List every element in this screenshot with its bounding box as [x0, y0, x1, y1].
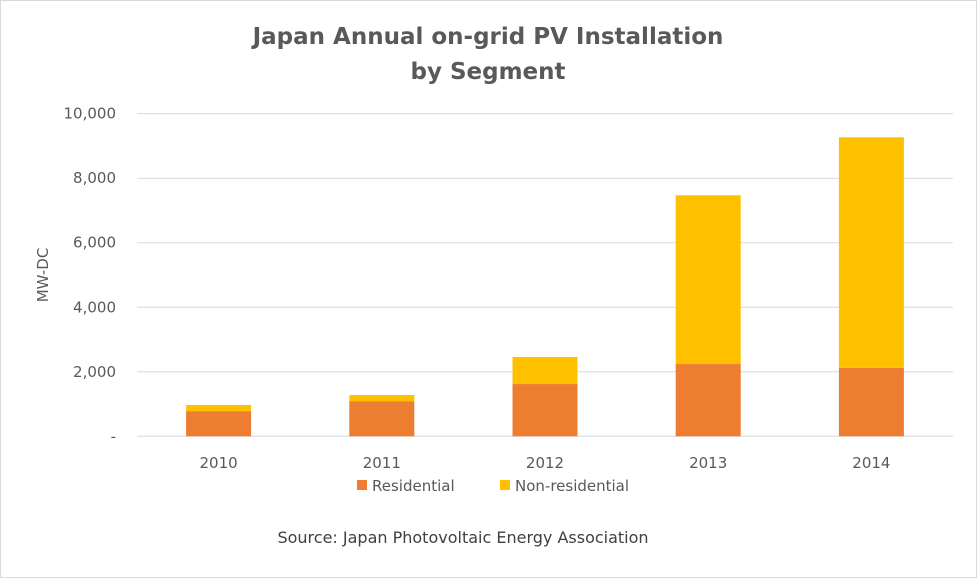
y-tick-label: 10,000 [64, 105, 117, 123]
legend-label: Non-residential [515, 477, 629, 495]
y-tick-label: 4,000 [73, 298, 116, 316]
bar-residential-2011 [349, 401, 415, 437]
y-tick-label: - [111, 427, 116, 445]
y-tick-label: 2,000 [73, 363, 116, 381]
x-tick-label: 2013 [689, 454, 727, 472]
y-tick-label: 8,000 [73, 169, 116, 187]
bar-non-residential-2010 [186, 405, 252, 412]
bar-residential-2014 [838, 367, 904, 437]
legend-swatch-non-residential [500, 480, 510, 490]
x-tick-label: 2014 [852, 454, 890, 472]
source-annotation: Source: Japan Photovoltaic Energy Associ… [277, 528, 648, 547]
bar-non-residential-2014 [838, 137, 904, 368]
legend-swatch-residential [357, 480, 367, 490]
y-axis-label: MW-DC [34, 248, 52, 303]
bar-non-residential-2013 [675, 195, 741, 365]
bar-non-residential-2012 [512, 356, 578, 385]
x-tick-label: 2010 [200, 454, 238, 472]
x-tick-label: 2012 [526, 454, 564, 472]
y-tick-label: 6,000 [73, 234, 116, 252]
bar-non-residential-2011 [349, 395, 415, 402]
bar-residential-2013 [675, 364, 741, 437]
chart-title-line-2: by Segment [410, 59, 565, 85]
legend-label: Residential [372, 477, 455, 495]
bar-residential-2012 [512, 384, 578, 437]
chart-title-line-1: Japan Annual on-grid PV Installation [251, 24, 724, 50]
bar-residential-2010 [186, 411, 252, 437]
x-tick-label: 2011 [363, 454, 401, 472]
